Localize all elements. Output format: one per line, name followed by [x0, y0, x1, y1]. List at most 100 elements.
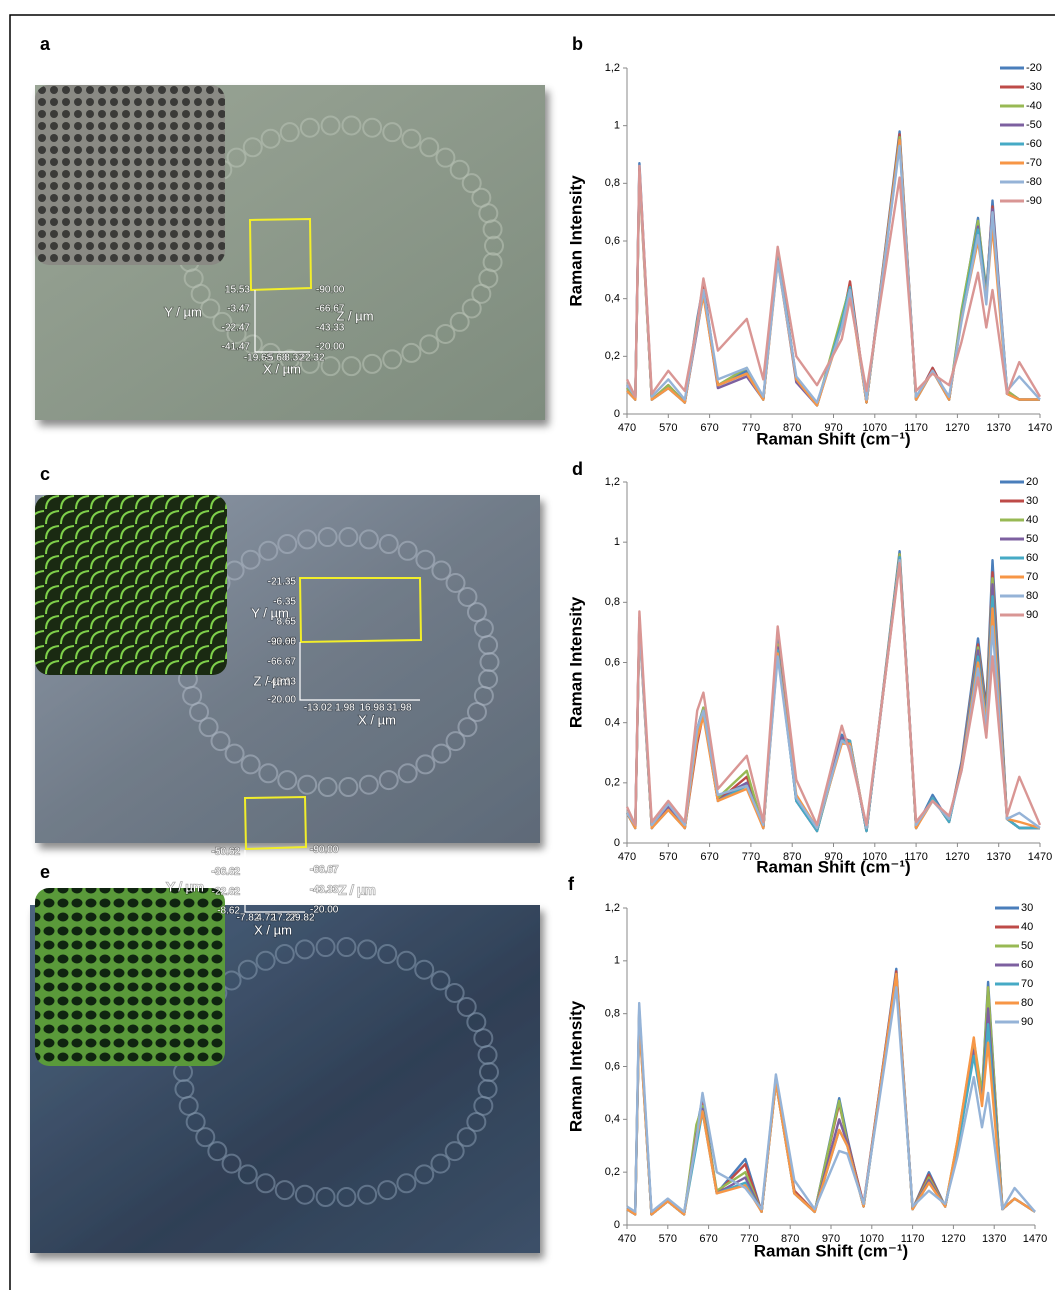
legend-label: -70 — [1026, 157, 1042, 169]
x-tick-label: 470 — [618, 422, 636, 434]
panel-label: b — [572, 34, 583, 54]
y-tick-label: 0,4 — [605, 293, 620, 305]
micrograph: 15.53-3.47-22.47-41.47-90.00-66.67-43.33… — [35, 85, 545, 420]
inset-image — [35, 495, 227, 675]
y-tick-label: 0,2 — [605, 1166, 620, 1178]
spectrum-line — [627, 563, 1040, 825]
x-tick-label: -13.02 — [304, 703, 333, 714]
y-tick-label: 0,6 — [605, 235, 620, 247]
legend-label: 90 — [1021, 1016, 1033, 1028]
y-tick-label: -22.62 — [212, 887, 241, 898]
micrograph: -50.62-36.62-22.62-8.62-90.00-66.67-43.3… — [30, 797, 540, 1253]
z-tick-label: -90.00 — [268, 637, 297, 648]
legend-label: -40 — [1026, 100, 1042, 112]
x-tick-label: 1.98 — [335, 703, 355, 714]
legend-label: 20 — [1026, 476, 1038, 488]
z-axis-label: Z / µm — [336, 308, 373, 323]
y-axis-label: Y / µm — [164, 304, 202, 319]
legend-label: -30 — [1026, 81, 1042, 93]
panel-label: c — [40, 464, 50, 484]
x-tick-label: 470 — [618, 1233, 636, 1245]
x-tick-label: 670 — [700, 851, 718, 863]
x-axis-title: Raman Shift (cm⁻¹) — [754, 1241, 908, 1260]
y-tick-label: 0,8 — [605, 177, 620, 189]
y-tick-label: 1,2 — [605, 476, 620, 488]
z-tick-label: -20.00 — [268, 695, 297, 706]
panel-label: a — [40, 34, 51, 54]
y-tick-label: 1 — [614, 955, 620, 967]
y-tick-label: -3.47 — [227, 304, 250, 315]
x-tick-label: 1270 — [941, 1233, 965, 1245]
y-tick-label: 0 — [614, 1219, 620, 1231]
x-tick-label: 570 — [659, 422, 677, 434]
spectrum-line — [627, 974, 1035, 1214]
y-tick-label: -22.47 — [222, 323, 251, 334]
legend-label: -20 — [1026, 62, 1042, 74]
y-tick-label: 0,4 — [605, 1113, 620, 1125]
legend-label: 70 — [1021, 978, 1033, 990]
y-tick-label: -41.47 — [222, 342, 251, 353]
x-tick-label: 1370 — [986, 851, 1010, 863]
x-axis-title: Raman Shift (cm⁻¹) — [756, 857, 910, 876]
x-axis-title: Raman Shift (cm⁻¹) — [756, 429, 910, 448]
x-axis-label: X / µm — [254, 922, 292, 937]
y-tick-label: -21.35 — [268, 577, 297, 588]
x-tick-label: 670 — [699, 1233, 717, 1245]
legend-label: 80 — [1021, 997, 1033, 1009]
z-tick-label: -90.00 — [310, 845, 339, 856]
legend-label: 90 — [1026, 609, 1038, 621]
x-tick-label: 1270 — [945, 422, 969, 434]
x-tick-label: 1470 — [1028, 422, 1052, 434]
y-axis-title: Raman Intensity — [566, 596, 585, 728]
x-tick-label: 570 — [659, 851, 677, 863]
y-axis-label: Y / µm — [166, 879, 204, 894]
panel-label: d — [572, 459, 583, 479]
legend-label: 60 — [1021, 959, 1033, 971]
legend-label: -80 — [1026, 176, 1042, 188]
y-tick-label: 0,8 — [605, 1008, 620, 1020]
inset-image — [35, 888, 225, 1066]
legend-label: 40 — [1026, 514, 1038, 526]
y-tick-label: 0 — [614, 408, 620, 420]
z-axis-label: Z / µm — [338, 882, 375, 897]
legend-label: 50 — [1026, 533, 1038, 545]
legend-label: -50 — [1026, 119, 1042, 131]
z-tick-label: -43.33 — [316, 323, 345, 334]
panel-label: f — [568, 874, 575, 894]
legend-label: 30 — [1021, 902, 1033, 914]
legend-label: -90 — [1026, 195, 1042, 207]
inset-image — [35, 85, 225, 265]
z-tick-label: -90.00 — [316, 285, 345, 296]
x-tick-label: 1470 — [1028, 851, 1052, 863]
legend-label: -60 — [1026, 138, 1042, 150]
z-tick-label: -66.67 — [268, 657, 297, 668]
y-tick-label: 0,6 — [605, 1060, 620, 1072]
x-tick-label: 670 — [700, 422, 718, 434]
y-tick-label: 0,2 — [605, 350, 620, 362]
y-tick-label: 1,2 — [605, 62, 620, 74]
y-tick-label: 1,2 — [605, 902, 620, 914]
x-tick-label: 1370 — [986, 422, 1010, 434]
x-tick-label: 570 — [659, 1233, 677, 1245]
y-tick-label: 0,6 — [605, 656, 620, 668]
x-tick-label: 1270 — [945, 851, 969, 863]
legend-label: 70 — [1026, 571, 1038, 583]
z-tick-label: -43.33 — [310, 885, 339, 896]
y-tick-label: 0,2 — [605, 777, 620, 789]
y-tick-label: 15.53 — [225, 285, 250, 296]
scan-axes — [245, 850, 305, 912]
figure: 15.53 -3.47 -22.47 -41.47 -90.00 -66.67 -43.33… — [0, 0, 1055, 1290]
legend-label: 80 — [1026, 590, 1038, 602]
x-tick-label: 29.82 — [289, 913, 314, 924]
y-tick-label: 1 — [614, 536, 620, 548]
x-axis-label: X / µm — [358, 712, 396, 727]
spectrum-line — [627, 166, 1040, 397]
y-tick-label: 0 — [614, 837, 620, 849]
x-tick-label: 22.32 — [299, 353, 324, 364]
z-axis-label: Z / µm — [253, 673, 290, 688]
y-axis-label: Y / µm — [251, 605, 289, 620]
y-tick-label: 0,8 — [605, 596, 620, 608]
y-tick-label: 1 — [614, 120, 620, 132]
panel-label: e — [40, 862, 50, 882]
legend-label: 40 — [1021, 921, 1033, 933]
